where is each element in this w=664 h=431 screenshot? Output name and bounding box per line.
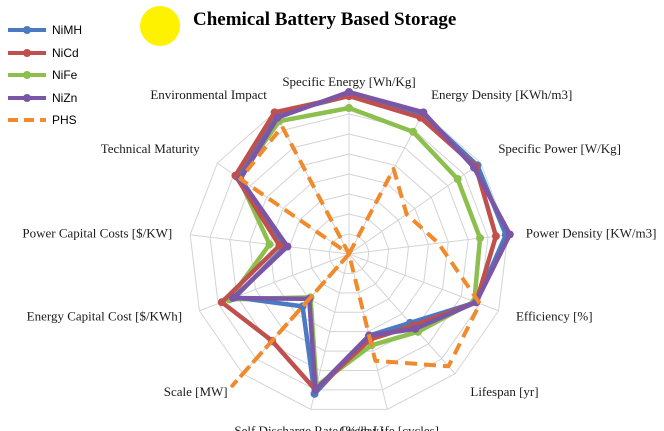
legend-label: NiMH: [52, 23, 82, 38]
axis-label: Power Capital Costs [$/KW]: [22, 226, 172, 241]
grid-spoke: [348, 253, 456, 375]
legend-item-nimh: NiMH: [6, 19, 82, 42]
axis-label: Efficiency [%]: [516, 308, 593, 323]
series-nife-point: [476, 234, 485, 243]
grid-ring: [288, 193, 410, 313]
grid-ring: [249, 153, 449, 352]
series-nizn-line: [230, 89, 513, 393]
series-nife-point: [409, 127, 418, 136]
grid-ring: [189, 93, 509, 410]
series-nife-point: [453, 175, 462, 184]
axis-label: Scale [MW]: [164, 384, 228, 399]
grid-ring: [269, 173, 429, 333]
legend-label: NiZn: [52, 90, 78, 105]
series-nizn-point: [345, 88, 353, 96]
axis-label: Energy Density [KWh/m3]: [431, 87, 572, 102]
series-nizn-point: [229, 293, 238, 302]
sun-icon: [140, 6, 180, 46]
legend-swatch: [8, 93, 46, 102]
legend-label: NiFe: [52, 68, 78, 83]
series-nizn-point: [311, 385, 320, 394]
legend-item-phs: PHS: [6, 109, 82, 132]
axis-label: Specific Energy [Wh/Kg]: [282, 74, 415, 89]
legend-item-nife: NiFe: [6, 64, 82, 87]
legend-label: PHS: [52, 113, 77, 128]
grid-ring: [308, 213, 390, 294]
axis-label: Environmental Impact: [150, 87, 267, 102]
series-nizn-point: [273, 113, 282, 122]
series-nizn-point: [505, 230, 514, 239]
legend-swatch: [8, 71, 46, 80]
legend-swatch: [8, 118, 46, 123]
series-nife-point: [265, 240, 274, 249]
axis-label: Power Density [KW/m3]: [526, 226, 657, 241]
legend: NiMH NiCd NiFe NiZn PHS: [6, 19, 82, 132]
legend-item-nicd: NiCd: [6, 42, 82, 65]
series-nizn-point: [470, 163, 479, 172]
series-nife-point: [345, 104, 353, 112]
axis-label: Cycle Life [cycles]: [339, 423, 439, 431]
series-nizn-point: [283, 242, 292, 251]
series-nizn-point: [411, 324, 420, 333]
axis-label: Specific Power [W/Kg]: [498, 141, 621, 156]
series-nicd-point: [491, 232, 500, 241]
axis-label: Lifespan [yr]: [470, 384, 538, 399]
legend-swatch: [8, 26, 46, 35]
axis-label: Technical Maturity: [101, 141, 201, 156]
legend-label: NiCd: [52, 45, 79, 60]
series-nicd-point: [275, 241, 284, 250]
series-nicd-point: [217, 298, 226, 307]
axis-label: Self Discharge Rate [%/day]: [234, 423, 383, 431]
legend-swatch: [8, 48, 46, 57]
chart-title: Chemical Battery Based Storage: [193, 9, 457, 30]
series-phs-line: [230, 124, 482, 388]
series-nizn-point: [419, 108, 428, 117]
grid-ring: [209, 113, 489, 391]
axis-label: Energy Capital Cost [$/KWh]: [27, 308, 182, 323]
legend-item-nizn: NiZn: [6, 87, 82, 110]
